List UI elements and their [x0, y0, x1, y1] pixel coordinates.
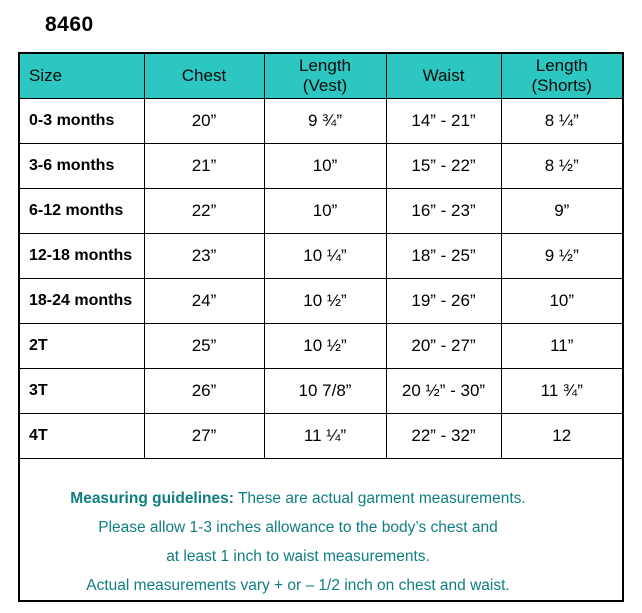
measurement-cell: 21” [143, 142, 265, 189]
guideline-line: Measuring guidelines: These are actual g… [70, 489, 526, 507]
measurement-cell: 19” - 26” [385, 277, 502, 324]
measurement-cell: 22” - 32” [385, 412, 502, 459]
measurement-cell: 9 ½” [500, 232, 624, 279]
size-cell: 2T [18, 322, 145, 369]
measurement-cell: 23” [143, 232, 265, 279]
measurement-cell: 9 ¾” [263, 97, 387, 144]
measurement-cell: 27” [143, 412, 265, 459]
measurement-cell: 10 7/8” [263, 367, 387, 414]
guideline-line: at least 1 inch to waist measurements. [166, 547, 430, 565]
header-row: Size Chest Length (Vest) Waist Length (Shorts) [18, 52, 624, 99]
measurement-cell: 26” [143, 367, 265, 414]
table-row: 6-12 months 22” 10” 16” - 23” 9” [18, 187, 624, 234]
measurement-cell: 10 ¼” [263, 232, 387, 279]
table-row: 3-6 months 21” 10” 15” - 22” 8 ½” [18, 142, 624, 189]
table-row: 4T 27” 11 ¼” 22” - 32” 12 [18, 412, 624, 459]
page-title: 8460 [45, 13, 94, 36]
measurement-cell: 20 ½” - 30” [385, 367, 502, 414]
table-row: 3T 26” 10 7/8” 20 ½” - 30” 11 ¾” [18, 367, 624, 414]
size-cell: 4T [18, 412, 145, 459]
measurement-cell: 20” - 27” [385, 322, 502, 369]
guideline-line: Actual measurements vary + or – 1/2 inch… [86, 576, 510, 594]
table-row: 0-3 months 20” 9 ¾” 14” - 21” 8 ¼” [18, 97, 624, 144]
measurement-cell: 24” [143, 277, 265, 324]
measurement-cell: 10” [500, 277, 624, 324]
measurement-cell: 10 ½” [263, 277, 387, 324]
measurement-cell: 11” [500, 322, 624, 369]
measurement-cell: 10” [263, 187, 387, 234]
measurement-cell: 25” [143, 322, 265, 369]
measurement-cell: 14” - 21” [385, 97, 502, 144]
measurement-cell: 9” [500, 187, 624, 234]
size-cell: 0-3 months [18, 97, 145, 144]
size-chart-table: Size Chest Length (Vest) Waist Length (Shorts)… [18, 52, 624, 602]
measurement-cell: 11 ¼” [263, 412, 387, 459]
size-cell: 3T [18, 367, 145, 414]
measurement-cell: 15” - 22” [385, 142, 502, 189]
column-header: Size [18, 52, 145, 99]
measurement-cell: 10” [263, 142, 387, 189]
measurement-cell: 22” [143, 187, 265, 234]
measurement-cell: 11 ¾” [500, 367, 624, 414]
measuring-guidelines: Measuring guidelines: These are actual g… [20, 459, 622, 600]
size-table-body: 0-3 months 20” 9 ¾” 14” - 21” 8 ¼” 3-6 months… [18, 97, 624, 459]
measurement-cell: 20” [143, 97, 265, 144]
measurement-cell: 18” - 25” [385, 232, 502, 279]
size-cell: 3-6 months [18, 142, 145, 189]
measurement-cell: 8 ¼” [500, 97, 624, 144]
column-header: Length (Vest) [263, 52, 387, 99]
notes-row: Measuring guidelines: These are actual g… [18, 457, 624, 601]
column-header: Chest [143, 52, 265, 99]
table-row: 2T 25” 10 ½” 20” - 27” 11” [18, 322, 624, 369]
measurement-cell: 10 ½” [263, 322, 387, 369]
guideline-line: Please allow 1-3 inches allowance to the… [98, 518, 498, 536]
table-row: 12-18 months 23” 10 ¼” 18” - 25” 9 ½” [18, 232, 624, 279]
measurement-cell: 16” - 23” [385, 187, 502, 234]
column-header: Waist [385, 52, 502, 99]
measurement-cell: 8 ½” [500, 142, 624, 189]
table-row: 18-24 months 24” 10 ½” 19” - 26” 10” [18, 277, 624, 324]
measurement-cell: 12 [500, 412, 624, 459]
size-cell: 6-12 months [18, 187, 145, 234]
column-header: Length (Shorts) [500, 52, 624, 99]
size-cell: 18-24 months [18, 277, 145, 324]
notes-cell: Measuring guidelines: These are actual g… [18, 457, 624, 601]
size-cell: 12-18 months [18, 232, 145, 279]
